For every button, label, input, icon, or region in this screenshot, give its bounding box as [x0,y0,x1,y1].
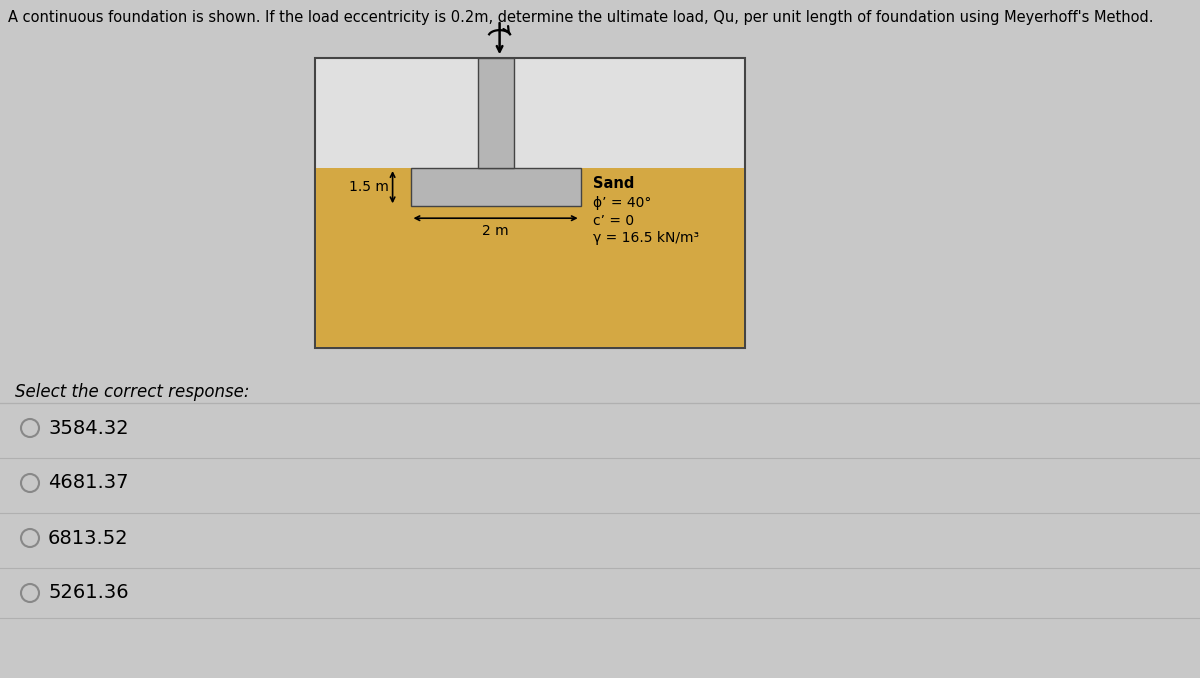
Text: γ = 16.5 kN/m³: γ = 16.5 kN/m³ [593,231,698,245]
Text: Sand: Sand [593,176,634,191]
Text: ϕ’ = 40°: ϕ’ = 40° [593,196,650,210]
Text: 6813.52: 6813.52 [48,528,128,548]
Text: Select the correct response:: Select the correct response: [14,383,250,401]
Text: 2 m: 2 m [482,224,509,238]
Text: 1.5 m: 1.5 m [349,180,389,194]
Bar [478,58,514,168]
Bar [314,58,745,348]
Text: 4681.37: 4681.37 [48,473,128,492]
Bar [410,168,581,206]
Text: c’ = 0: c’ = 0 [593,214,634,228]
Bar [316,168,744,347]
Text: A continuous foundation is shown. If the load eccentricity is 0.2m, determine th: A continuous foundation is shown. If the… [8,10,1153,25]
Text: 5261.36: 5261.36 [48,584,128,603]
Text: 3584.32: 3584.32 [48,418,128,437]
